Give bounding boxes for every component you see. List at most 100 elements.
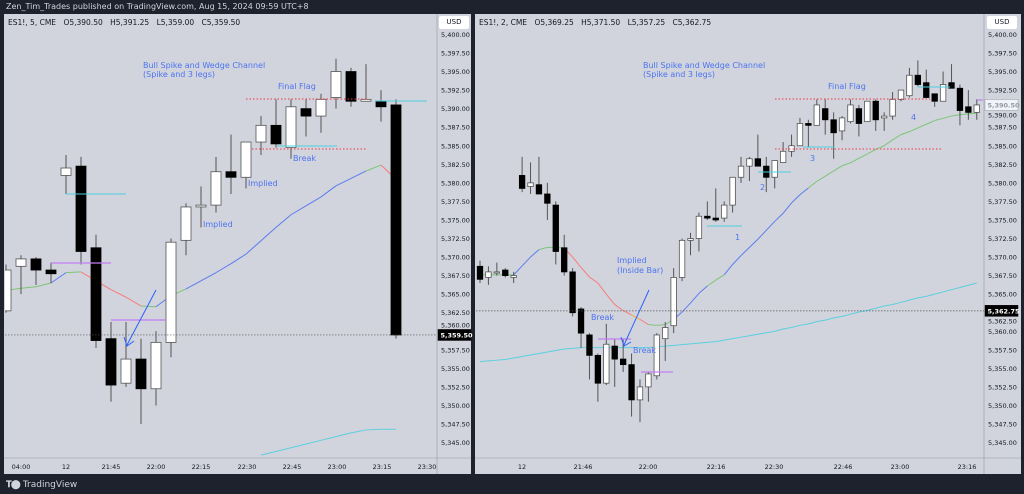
- slow-moving-average-line[interactable]: [260, 428, 396, 456]
- ema-line-segment[interactable]: [530, 249, 540, 258]
- bear-candle[interactable]: [90, 234, 102, 348]
- bear-candle[interactable]: [914, 60, 921, 87]
- ema-line-segment[interactable]: [824, 170, 834, 177]
- bull-candle[interactable]: [864, 100, 871, 123]
- bear-candle[interactable]: [300, 99, 312, 137]
- ema-line-segment[interactable]: [648, 324, 657, 326]
- ema-line-segment[interactable]: [883, 139, 893, 147]
- ema-line-segment[interactable]: [850, 157, 860, 164]
- bull-candle[interactable]: [687, 232, 694, 256]
- bull-candle[interactable]: [695, 212, 703, 252]
- bear-candle[interactable]: [75, 156, 87, 265]
- bull-candle[interactable]: [636, 379, 644, 423]
- ema-line-segment[interactable]: [572, 256, 582, 268]
- bull-candle[interactable]: [240, 141, 252, 189]
- ema-line-segment[interactable]: [909, 127, 919, 133]
- symbol-label[interactable]: ES1!, 2, CME: [479, 18, 528, 27]
- ema-line-segment[interactable]: [639, 318, 649, 325]
- arrow-icon[interactable]: [123, 289, 157, 347]
- ema-line-segment[interactable]: [917, 123, 927, 129]
- ema-line-segment[interactable]: [230, 253, 247, 265]
- ema-line-segment[interactable]: [926, 120, 935, 125]
- bear-candle[interactable]: [822, 99, 829, 135]
- ema-line-segment[interactable]: [125, 296, 142, 307]
- ema-line-segment[interactable]: [774, 212, 784, 222]
- ema-line-segment[interactable]: [749, 238, 759, 248]
- bull-candle[interactable]: [285, 99, 297, 159]
- ema-line-segment[interactable]: [808, 180, 818, 189]
- ema-line-segment[interactable]: [900, 131, 910, 136]
- bull-candle[interactable]: [889, 91, 896, 120]
- ema-line-segment[interactable]: [732, 255, 742, 265]
- bull-candle[interactable]: [939, 71, 947, 102]
- bear-candle[interactable]: [754, 134, 762, 167]
- ema-line-segment[interactable]: [816, 175, 826, 182]
- bear-candle[interactable]: [712, 188, 719, 222]
- ema-line-segment[interactable]: [110, 289, 127, 298]
- currency-button[interactable]: USD: [987, 16, 1017, 29]
- bull-candle[interactable]: [485, 266, 492, 285]
- symbol-label[interactable]: ES1!, 5, CME: [8, 18, 57, 27]
- ema-line-segment[interactable]: [968, 112, 977, 115]
- ema-line-segment[interactable]: [215, 263, 232, 274]
- arrow-icon[interactable]: [620, 289, 650, 347]
- bear-candle[interactable]: [476, 260, 484, 284]
- bull-candle[interactable]: [771, 160, 778, 189]
- ema-line-segment[interactable]: [335, 177, 352, 187]
- ema-line-segment[interactable]: [867, 149, 876, 155]
- bull-candle[interactable]: [897, 89, 905, 102]
- ema-line-segment[interactable]: [631, 314, 641, 320]
- ema-line-segment[interactable]: [200, 272, 217, 282]
- bear-candle[interactable]: [805, 119, 812, 148]
- bull-candle[interactable]: [881, 112, 888, 131]
- bull-candle[interactable]: [15, 255, 27, 295]
- bear-candle[interactable]: [948, 64, 955, 89]
- ema-line-segment[interactable]: [605, 293, 616, 305]
- bear-candle[interactable]: [586, 333, 593, 380]
- ema-line-segment[interactable]: [580, 267, 590, 278]
- chart-panel-2min[interactable]: ES1!, 2, CME O5,369.25 H5,371.50 L5,357.…: [475, 14, 1021, 474]
- ema-line-segment[interactable]: [791, 194, 801, 204]
- bear-candle[interactable]: [965, 90, 972, 120]
- bear-candle[interactable]: [830, 112, 837, 159]
- slow-moving-average-line[interactable]: [479, 282, 977, 363]
- ema-line-segment[interactable]: [799, 187, 809, 196]
- ema-line-segment[interactable]: [35, 282, 52, 288]
- bear-candle[interactable]: [105, 321, 117, 402]
- ema-line-segment[interactable]: [690, 293, 700, 304]
- bear-candle[interactable]: [594, 353, 602, 402]
- ema-line-segment[interactable]: [597, 282, 607, 295]
- bull-candle[interactable]: [360, 64, 372, 102]
- bull-candle[interactable]: [788, 134, 795, 157]
- bull-candle[interactable]: [165, 238, 177, 358]
- bull-candle[interactable]: [603, 323, 610, 386]
- ema-line-segment[interactable]: [350, 170, 367, 179]
- ema-line-segment[interactable]: [589, 276, 599, 284]
- bear-candle[interactable]: [345, 67, 357, 107]
- bull-candle[interactable]: [120, 321, 132, 387]
- ema-line-segment[interactable]: [521, 256, 531, 267]
- ema-line-segment[interactable]: [841, 162, 851, 167]
- bull-candle[interactable]: [60, 155, 72, 194]
- ema-line-segment[interactable]: [538, 246, 548, 251]
- ema-line-segment[interactable]: [707, 279, 717, 287]
- bull-candle[interactable]: [678, 238, 686, 282]
- bear-candle[interactable]: [390, 99, 402, 339]
- bull-candle[interactable]: [150, 331, 162, 406]
- bull-candle[interactable]: [746, 156, 753, 181]
- bull-candle[interactable]: [645, 372, 652, 402]
- bear-candle[interactable]: [135, 338, 147, 424]
- ema-line-segment[interactable]: [892, 134, 902, 141]
- ema-line-segment[interactable]: [723, 264, 733, 276]
- ema-line-segment[interactable]: [245, 240, 262, 255]
- ema-line-segment[interactable]: [951, 114, 961, 117]
- ema-line-segment[interactable]: [50, 272, 67, 284]
- bull-candle[interactable]: [180, 203, 192, 256]
- bear-candle[interactable]: [544, 182, 551, 220]
- bull-candle[interactable]: [721, 201, 728, 222]
- ema-line-segment[interactable]: [305, 196, 322, 207]
- currency-button[interactable]: USD: [439, 16, 469, 29]
- plot-area-5min[interactable]: [1, 58, 437, 456]
- ema-line-segment[interactable]: [320, 185, 337, 198]
- bull-candle[interactable]: [493, 262, 500, 276]
